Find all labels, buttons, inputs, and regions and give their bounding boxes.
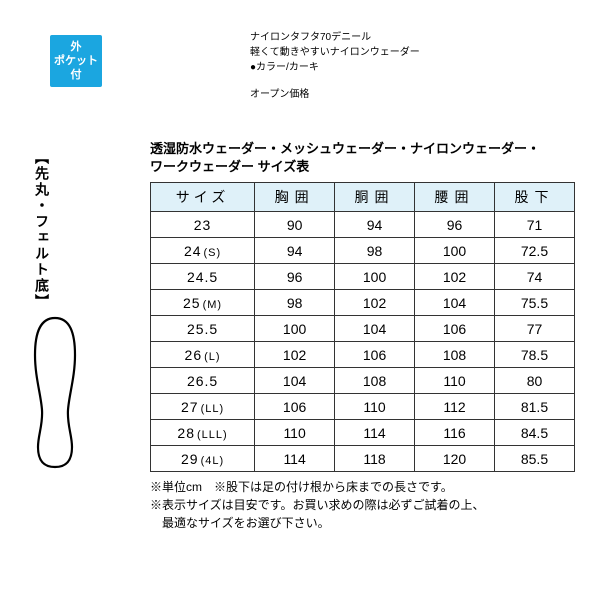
cell-value: 98 bbox=[335, 238, 415, 264]
badge-l2: ポケット bbox=[54, 54, 98, 68]
cell-size: 25.5 bbox=[151, 316, 255, 342]
cell-size: 29(4L) bbox=[151, 446, 255, 472]
header-row: サイズ 胸囲 胴囲 腰囲 股下 bbox=[151, 183, 575, 212]
price: オープン価格 bbox=[250, 87, 420, 102]
cell-size: 26(L) bbox=[151, 342, 255, 368]
cell-value: 96 bbox=[415, 212, 495, 238]
table-row: 2390949671 bbox=[151, 212, 575, 238]
cell-size: 27(LL) bbox=[151, 394, 255, 420]
cell-value: 108 bbox=[335, 368, 415, 394]
table-row: 29(4L)11411812085.5 bbox=[151, 446, 575, 472]
title-l2: ワークウェーダー サイズ表 bbox=[150, 159, 309, 174]
cell-size: 23 bbox=[151, 212, 255, 238]
cell-value: 81.5 bbox=[494, 394, 574, 420]
cell-value: 120 bbox=[415, 446, 495, 472]
cell-value: 110 bbox=[335, 394, 415, 420]
col-inseam: 股下 bbox=[494, 183, 574, 212]
cell-value: 84.5 bbox=[494, 420, 574, 446]
cell-value: 94 bbox=[255, 238, 335, 264]
cell-value: 90 bbox=[255, 212, 335, 238]
cell-value: 106 bbox=[335, 342, 415, 368]
table-row: 25(M)9810210475.5 bbox=[151, 290, 575, 316]
cell-value: 85.5 bbox=[494, 446, 574, 472]
cell-value: 71 bbox=[494, 212, 574, 238]
cell-value: 106 bbox=[255, 394, 335, 420]
cell-value: 114 bbox=[255, 446, 335, 472]
badge-l3: 付 bbox=[71, 68, 82, 82]
cell-size: 28(LLL) bbox=[151, 420, 255, 446]
size-table-wrap: 透湿防水ウェーダー・メッシュウェーダー・ナイロンウェーダー・ ワークウェーダー … bbox=[150, 140, 575, 532]
note-1: ※単位cm ※股下は足の付け根から床までの長さです。 bbox=[150, 478, 575, 496]
col-chest: 胸囲 bbox=[255, 183, 335, 212]
table-row: 28(LLL)11011411684.5 bbox=[151, 420, 575, 446]
size-table: サイズ 胸囲 胴囲 腰囲 股下 239094967124(S)949810072… bbox=[150, 182, 575, 472]
cell-value: 110 bbox=[255, 420, 335, 446]
description-block: ナイロンタフタ70デニール 軽くて動きやすいナイロンウェーダー ●カラー/カーキ… bbox=[250, 30, 420, 102]
cell-value: 77 bbox=[494, 316, 574, 342]
cell-size: 24.5 bbox=[151, 264, 255, 290]
cell-value: 94 bbox=[335, 212, 415, 238]
sole-type-label: 【先丸・フェルト底】 bbox=[32, 150, 52, 310]
note-2: ※表示サイズは目安です。お買い求めの際は必ずご試着の上、 bbox=[150, 496, 575, 514]
cell-value: 104 bbox=[335, 316, 415, 342]
notes: ※単位cm ※股下は足の付け根から床までの長さです。 ※表示サイズは目安です。お… bbox=[150, 478, 575, 532]
table-row: 27(LL)10611011281.5 bbox=[151, 394, 575, 420]
col-size: サイズ bbox=[151, 183, 255, 212]
badge-l1: 外 bbox=[71, 40, 82, 54]
table-row: 25.510010410677 bbox=[151, 316, 575, 342]
table-title: 透湿防水ウェーダー・メッシュウェーダー・ナイロンウェーダー・ ワークウェーダー … bbox=[150, 140, 575, 176]
cell-size: 26.5 bbox=[151, 368, 255, 394]
cell-value: 100 bbox=[415, 238, 495, 264]
table-row: 24.59610010274 bbox=[151, 264, 575, 290]
desc-l3: ●カラー/カーキ bbox=[250, 60, 420, 75]
cell-value: 75.5 bbox=[494, 290, 574, 316]
cell-value: 80 bbox=[494, 368, 574, 394]
cell-value: 118 bbox=[335, 446, 415, 472]
cell-value: 78.5 bbox=[494, 342, 574, 368]
table-row: 24(S)949810072.5 bbox=[151, 238, 575, 264]
cell-size: 25(M) bbox=[151, 290, 255, 316]
cell-value: 98 bbox=[255, 290, 335, 316]
col-waist: 胴囲 bbox=[335, 183, 415, 212]
cell-value: 104 bbox=[255, 368, 335, 394]
cell-value: 106 bbox=[415, 316, 495, 342]
desc-l1: ナイロンタフタ70デニール bbox=[250, 30, 420, 45]
cell-value: 114 bbox=[335, 420, 415, 446]
sole-icon bbox=[30, 315, 80, 470]
cell-value: 72.5 bbox=[494, 238, 574, 264]
cell-size: 24(S) bbox=[151, 238, 255, 264]
cell-value: 102 bbox=[335, 290, 415, 316]
cell-value: 102 bbox=[415, 264, 495, 290]
cell-value: 110 bbox=[415, 368, 495, 394]
desc-l2: 軽くて動きやすいナイロンウェーダー bbox=[250, 45, 420, 60]
cell-value: 116 bbox=[415, 420, 495, 446]
cell-value: 112 bbox=[415, 394, 495, 420]
cell-value: 102 bbox=[255, 342, 335, 368]
table-row: 26.510410811080 bbox=[151, 368, 575, 394]
cell-value: 108 bbox=[415, 342, 495, 368]
cell-value: 104 bbox=[415, 290, 495, 316]
cell-value: 74 bbox=[494, 264, 574, 290]
title-l1: 透湿防水ウェーダー・メッシュウェーダー・ナイロンウェーダー・ bbox=[150, 141, 540, 156]
cell-value: 100 bbox=[255, 316, 335, 342]
note-3: 最適なサイズをお選び下さい。 bbox=[150, 514, 575, 532]
table-row: 26(L)10210610878.5 bbox=[151, 342, 575, 368]
cell-value: 100 bbox=[335, 264, 415, 290]
pocket-badge: 外 ポケット 付 bbox=[50, 35, 102, 87]
col-hip: 腰囲 bbox=[415, 183, 495, 212]
cell-value: 96 bbox=[255, 264, 335, 290]
